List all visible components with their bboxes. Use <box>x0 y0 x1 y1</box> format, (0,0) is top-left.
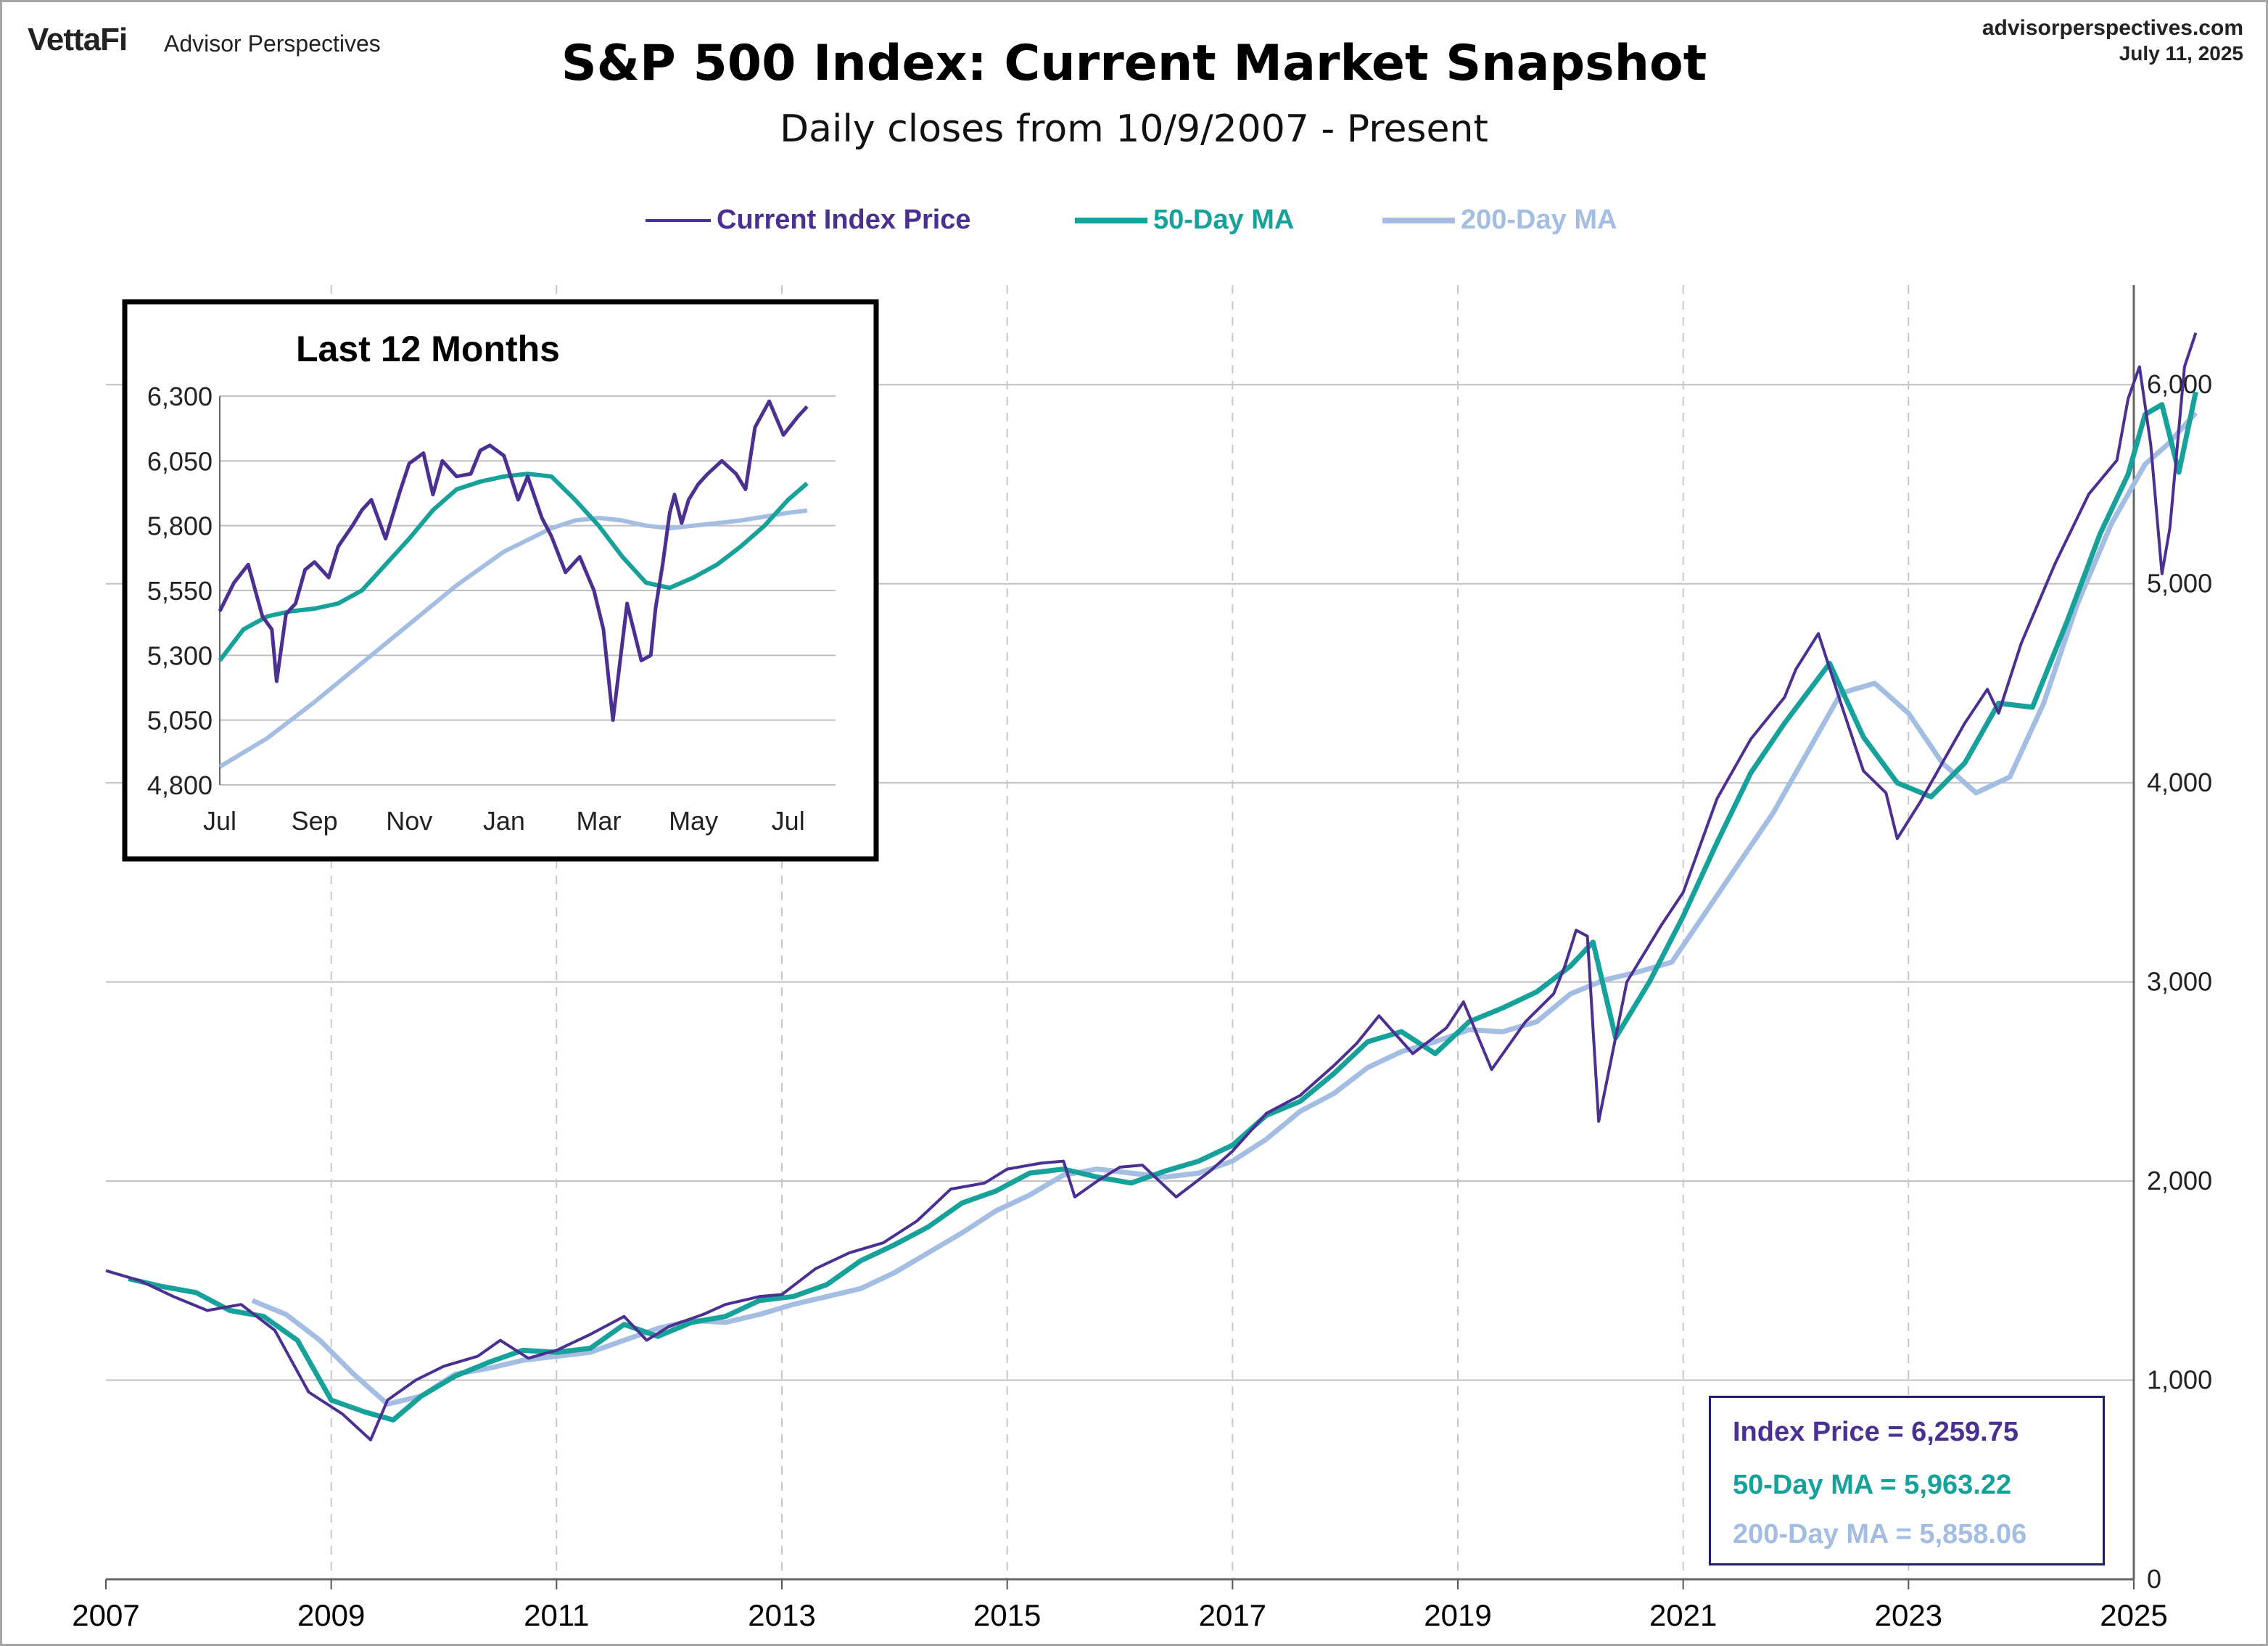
inset-x-tick-label: May <box>669 806 718 836</box>
y-tick-label: 0 <box>2147 1564 2161 1594</box>
inset-series-line-ma50 <box>218 472 809 662</box>
inset-title: Last 12 Months <box>296 329 560 369</box>
legend-ma200-label: 200-Day MA <box>1461 205 1617 235</box>
x-tick-label: 2013 <box>748 1598 815 1632</box>
inset-y-tick-label: 5,050 <box>147 706 213 736</box>
inset-y-tick-label: 6,300 <box>147 382 213 411</box>
value-box-ma50: 50-Day MA = 5,963.22 <box>1733 1470 2012 1500</box>
y-tick-label: 2,000 <box>2147 1166 2212 1196</box>
inset-y-tick-label: 4,800 <box>147 770 213 800</box>
legend-ma50-label: 50-Day MA <box>1153 205 1295 235</box>
y-tick-label: 1,000 <box>2147 1365 2212 1395</box>
x-tick-label: 2015 <box>973 1598 1041 1632</box>
legend-price-swatch <box>646 218 711 222</box>
x-tick-label: 2021 <box>1649 1598 1717 1632</box>
inset-x-tick-label: Nov <box>386 806 432 836</box>
main-chart: 0 1,000 2,000 3,000 4,000 5,000 6,000 2007 2009 2… <box>72 285 2212 1632</box>
value-box-price: Index Price = 6,259.75 <box>1733 1417 2018 1447</box>
inset-y-tick-label: 5,300 <box>147 641 213 670</box>
legend-price: Current Index Price <box>646 205 971 236</box>
x-tick-label: 2017 <box>1199 1598 1266 1632</box>
x-tick-label: 2007 <box>72 1598 139 1632</box>
series-line-price <box>105 332 2198 1441</box>
inset-y-tick-label: 5,800 <box>147 511 213 541</box>
legend-ma200-swatch <box>1382 217 1455 223</box>
value-box-ma200: 200-Day MA = 5,858.06 <box>1733 1519 2027 1550</box>
x-tick-label: 2023 <box>1875 1598 1942 1632</box>
y-tick-label: 3,000 <box>2147 967 2212 997</box>
legend-price-label: Current Index Price <box>717 205 971 235</box>
value-box: Index Price = 6,259.75 50-Day MA = 5,963… <box>1709 1396 2105 1565</box>
inset-y-tick-label: 6,050 <box>147 446 213 476</box>
inset-chart: Last 12 Months 4,800 5,050 5,300 5,550 5,800 6… <box>122 299 879 862</box>
vettafi-logo: VettaFi <box>28 22 128 57</box>
inset-x-tick-label: Sep <box>292 806 338 836</box>
report-date: July 11, 2025 <box>2119 42 2243 65</box>
inset-series-line-price <box>218 399 809 723</box>
site-url: advisorperspectives.com <box>1982 16 2243 40</box>
chart-subtitle: Daily closes from 10/9/2007 - Present <box>780 107 1488 151</box>
y-tick-label: 6,000 <box>2147 369 2212 399</box>
inset-x-tick-label: Jul <box>772 806 805 836</box>
x-tick-label: 2025 <box>2100 1598 2167 1632</box>
inset-frame <box>122 299 879 862</box>
x-tick-label: 2009 <box>297 1598 365 1632</box>
chart-title: S&P 500 Index: Current Market Snapshot <box>561 35 1707 92</box>
x-tick-label: 2019 <box>1424 1598 1491 1632</box>
inset-x-tick-label: Mar <box>576 806 621 836</box>
legend-ma200: 200-Day MA <box>1382 205 1617 236</box>
x-tick-label: 2011 <box>524 1598 589 1632</box>
y-tick-label: 4,000 <box>2147 768 2212 797</box>
series-line-ma50 <box>128 391 2198 1423</box>
series-line-ma200 <box>251 411 2198 1407</box>
inset-y-tick-label: 5,550 <box>147 576 213 606</box>
inset-x-tick-label: Jul <box>203 806 236 836</box>
inset-x-tick-label: Jan <box>483 806 525 836</box>
legend-ma50-swatch <box>1075 217 1147 223</box>
legend-ma50: 50-Day MA <box>1075 205 1294 236</box>
inset-series-line-ma200 <box>218 508 808 769</box>
y-tick-label: 5,000 <box>2147 569 2212 598</box>
logo-subtitle: Advisor Perspectives <box>164 30 381 57</box>
